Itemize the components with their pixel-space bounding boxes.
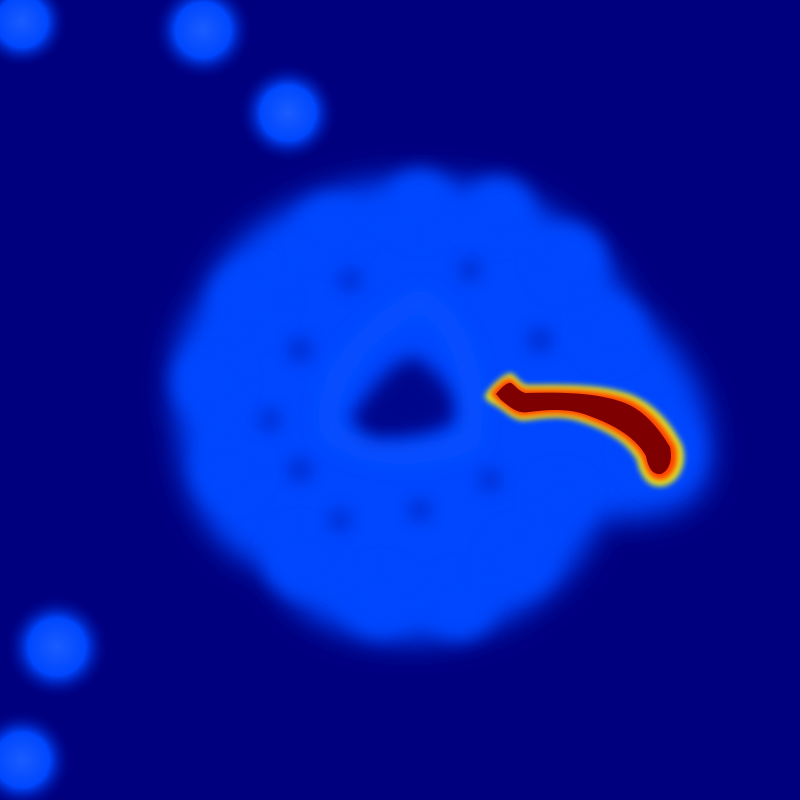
isolated-blobs [0,0,338,800]
hotspot-streak [484,373,684,487]
isolated-blob [5,595,109,699]
isolated-blob [0,0,68,68]
isolated-blob [0,710,72,800]
isolated-blob [238,63,338,163]
central-ring-cluster [171,169,712,642]
isolated-blob [153,0,253,80]
